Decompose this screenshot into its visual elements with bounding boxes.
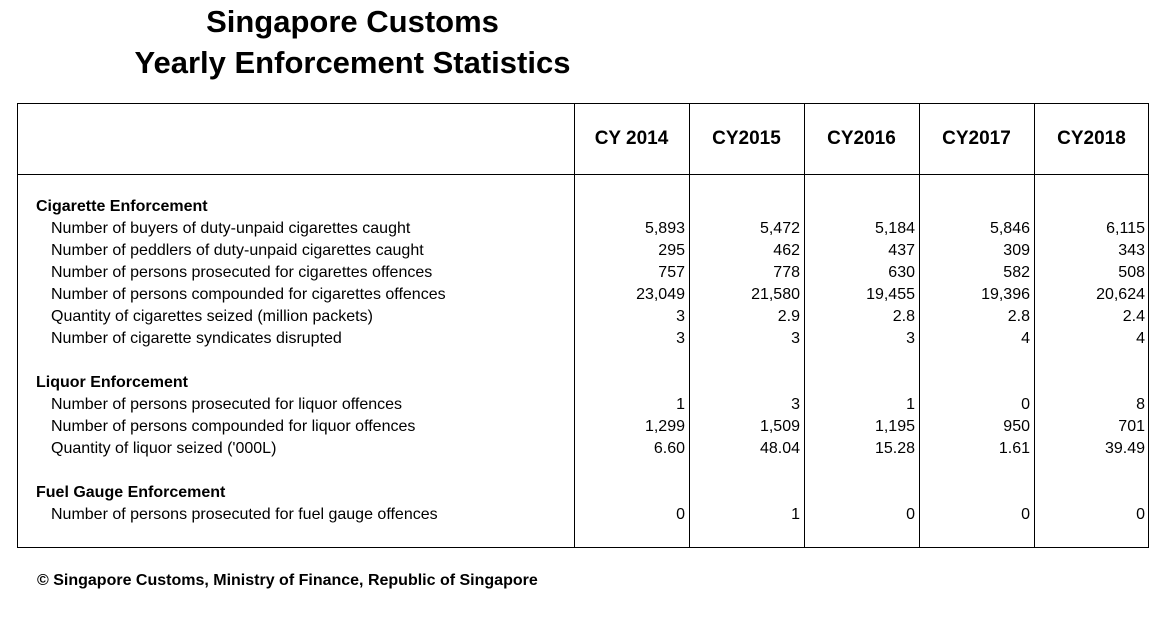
section-header-row: Liquor Enforcement	[18, 372, 1148, 394]
row-label: Number of buyers of duty-unpaid cigarett…	[51, 220, 411, 237]
cell-value: 950	[1003, 418, 1030, 435]
table-row: Number of persons prosecuted for fuel ga…	[18, 504, 1148, 526]
header-divider	[18, 174, 1148, 175]
cell-value: 21,580	[751, 286, 800, 303]
cell-value: 0	[906, 506, 915, 523]
section-header-row: Cigarette Enforcement	[18, 196, 1148, 218]
cell-value: 48.04	[759, 440, 800, 457]
cell-value: 1	[676, 396, 685, 413]
cell-value: 508	[1118, 264, 1145, 281]
cell-value: 1.61	[998, 440, 1030, 457]
row-label: Number of persons compounded for liquor …	[51, 418, 416, 435]
table-row: Number of cigarette syndicates disrupted…	[18, 328, 1148, 350]
cell-value: 437	[888, 242, 915, 259]
cell-value: 23,049	[636, 286, 685, 303]
section-header-row: Fuel Gauge Enforcement	[18, 482, 1148, 504]
year-column-header: CY2018	[1057, 128, 1126, 149]
row-label: Number of persons prosecuted for cigaret…	[51, 264, 433, 281]
copyright-footer: © Singapore Customs, Ministry of Finance…	[37, 572, 538, 589]
cell-value: 1	[791, 506, 800, 523]
cell-value: 0	[1021, 396, 1030, 413]
year-column-header: CY2016	[827, 128, 896, 149]
section-title: Liquor Enforcement	[36, 374, 189, 391]
cell-value: 1,509	[759, 418, 800, 435]
cell-value: 39.49	[1104, 440, 1145, 457]
table-row: Number of persons compounded for cigaret…	[18, 284, 1148, 306]
cell-value: 6.60	[653, 440, 685, 457]
cell-value: 295	[658, 242, 685, 259]
cell-value: 462	[773, 242, 800, 259]
cell-value: 3	[676, 308, 685, 325]
cell-value: 2.8	[1007, 308, 1030, 325]
cell-value: 582	[1003, 264, 1030, 281]
row-label: Quantity of liquor seized ('000L)	[51, 440, 277, 457]
cell-value: 20,624	[1096, 286, 1145, 303]
row-label: Number of peddlers of duty-unpaid cigare…	[51, 242, 424, 259]
table-row: Number of persons prosecuted for liquor …	[18, 394, 1148, 416]
cell-value: 1	[906, 396, 915, 413]
cell-value: 4	[1021, 330, 1030, 347]
table-row: Quantity of cigarettes seized (million p…	[18, 306, 1148, 328]
cell-value: 0	[1136, 506, 1145, 523]
cell-value: 0	[676, 506, 685, 523]
cell-value: 5,472	[759, 220, 800, 237]
row-label: Number of persons prosecuted for fuel ga…	[51, 506, 438, 523]
cell-value: 3	[906, 330, 915, 347]
row-label: Number of persons prosecuted for liquor …	[51, 396, 403, 413]
cell-value: 3	[791, 330, 800, 347]
cell-value: 5,893	[644, 220, 685, 237]
column-divider	[574, 104, 575, 547]
cell-value: 5,184	[874, 220, 915, 237]
column-divider	[1034, 104, 1035, 547]
column-divider	[804, 104, 805, 547]
cell-value: 2.9	[777, 308, 800, 325]
cell-value: 309	[1003, 242, 1030, 259]
year-column-header: CY2015	[712, 128, 781, 149]
row-label: Number of persons compounded for cigaret…	[51, 286, 446, 303]
cell-value: 701	[1118, 418, 1145, 435]
cell-value: 343	[1118, 242, 1145, 259]
table-row: Number of persons prosecuted for cigaret…	[18, 262, 1148, 284]
cell-value: 19,396	[981, 286, 1030, 303]
cell-value: 19,455	[866, 286, 915, 303]
page-subtitle: Yearly Enforcement Statistics	[134, 45, 571, 80]
row-label: Number of cigarette syndicates disrupted	[51, 330, 342, 347]
cell-value: 630	[888, 264, 915, 281]
cell-value: 1,195	[874, 418, 915, 435]
year-column-header: CY2017	[942, 128, 1011, 149]
row-label: Quantity of cigarettes seized (million p…	[51, 308, 373, 325]
cell-value: 15.28	[874, 440, 915, 457]
section-title: Fuel Gauge Enforcement	[36, 484, 226, 501]
year-column-header: CY 2014	[594, 128, 669, 149]
cell-value: 1,299	[644, 418, 685, 435]
column-divider	[919, 104, 920, 547]
table-row: Quantity of liquor seized ('000L) 6.60 48.…	[18, 438, 1148, 460]
cell-value: 2.8	[892, 308, 915, 325]
column-divider	[689, 104, 690, 547]
table-row: Number of buyers of duty-unpaid cigarett…	[18, 218, 1148, 240]
cell-value: 3	[676, 330, 685, 347]
page-title: Singapore Customs	[206, 4, 499, 39]
cell-value: 4	[1136, 330, 1145, 347]
table-row: Number of peddlers of duty-unpaid cigare…	[18, 240, 1148, 262]
cell-value: 2.4	[1122, 308, 1145, 325]
enforcement-statistics-table: CY 2014 CY2015 CY2016 CY2017 CY2018 Cigarette…	[17, 103, 1149, 548]
cell-value: 6,115	[1106, 220, 1145, 237]
cell-value: 778	[773, 264, 800, 281]
cell-value: 757	[658, 264, 685, 281]
cell-value: 8	[1136, 396, 1145, 413]
cell-value: 3	[791, 396, 800, 413]
section-title: Cigarette Enforcement	[36, 198, 208, 215]
cell-value: 5,846	[989, 220, 1030, 237]
cell-value: 0	[1021, 506, 1030, 523]
table-row: Number of persons compounded for liquor …	[18, 416, 1148, 438]
